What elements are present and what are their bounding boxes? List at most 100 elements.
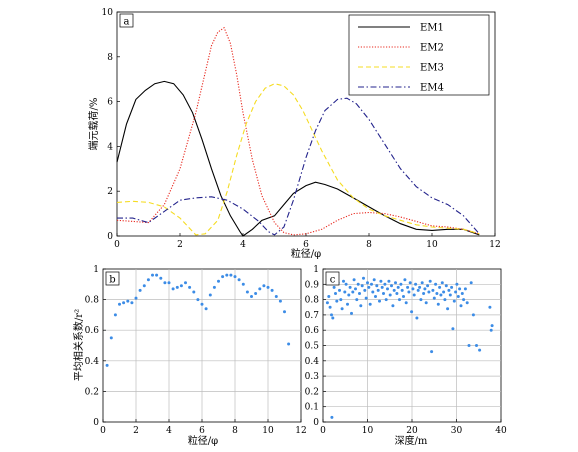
panel-c-point: [347, 293, 351, 297]
panel-c-point: [395, 292, 399, 295]
panel-c-point: [330, 415, 334, 419]
panel-b-point: [188, 285, 192, 289]
panel-b-xlabel: 粒径/φ: [188, 434, 218, 447]
panel-c-ticks: 0 10 20 30 40 0 0.1 0.2 0.3 0.4 0.5 0.6 0.7 0.8 0.9 1: [305, 265, 507, 436]
panel-b-point: [270, 288, 274, 292]
panel-c-point: [342, 279, 345, 283]
panel-a-xlabel: 粒径/φ: [291, 247, 321, 260]
panel-b-point: [237, 278, 241, 282]
panel-c-ytick-label: 0.6: [305, 326, 320, 336]
panel-a-xtick-label: 6: [303, 240, 309, 250]
panel-b-point: [184, 281, 187, 285]
panel-c-ytick-label: 0.1: [305, 403, 319, 413]
panel-c-ytick-label: 0.4: [305, 357, 320, 367]
panel-b-label: b: [109, 275, 115, 286]
panel-c-point: [344, 282, 348, 286]
panel-a-label: a: [124, 17, 130, 28]
panel-c-point: [400, 288, 404, 292]
panel-c-xtick-label: 10: [362, 426, 374, 436]
panel-c-point: [442, 290, 446, 294]
panel-b-xtick-label: 0: [100, 426, 106, 436]
panel-a-xtick-label: 0: [114, 240, 120, 250]
panel-c: 0 10 20 30 40 0 0.1 0.2 0.3 0.4 0.5 0.6 0.7 0.8 0.9 1 c…: [305, 265, 507, 447]
panel-a-xtick-label: 4: [240, 240, 246, 250]
panel-c-ytick-label: 0.8: [305, 296, 320, 306]
panel-b-point: [175, 285, 179, 289]
panel-b-point: [250, 295, 253, 298]
panel-b-point: [262, 284, 266, 288]
panel-c-point: [348, 285, 352, 289]
panel-c-point: [418, 285, 422, 289]
panel-a-ytick-label: 8: [107, 53, 113, 63]
panel-c-point: [335, 299, 339, 303]
panel-b-point: [105, 363, 109, 367]
panel-c-point: [325, 301, 329, 305]
panel-c-xlabel: 深度/m: [395, 434, 428, 447]
panel-c-point: [364, 296, 368, 300]
panel-a-ylabel: 端元载荷/%: [87, 98, 100, 151]
panel-a: 0 2 4 6 8 10 12 0 2 4 6 8 10 a EM1 EM2 EM3 EM4 粒径/φ 端元载…: [87, 8, 501, 260]
panel-b-ytick-label: 0: [93, 418, 99, 428]
panel-c-point: [439, 293, 443, 297]
legend-label-em3: EM3: [420, 63, 444, 74]
panel-b-point: [134, 296, 138, 300]
panel-c-point: [382, 292, 385, 295]
panel-c-point: [334, 292, 337, 295]
panel-b-point: [208, 293, 212, 297]
legend-label-em2: EM2: [420, 43, 444, 54]
panel-b-point: [122, 301, 126, 305]
panel-c-point: [490, 324, 494, 328]
panel-c-point: [351, 290, 355, 294]
panel-c-point: [458, 287, 462, 291]
panel-b-point: [287, 342, 291, 346]
panel-c-point: [488, 305, 492, 309]
panel-c-point: [392, 288, 396, 292]
panel-c-point: [399, 282, 403, 286]
panel-c-point: [340, 307, 344, 311]
panel-a-series: [116, 26, 480, 237]
panel-b-point: [118, 302, 121, 306]
panel-c-point: [380, 285, 384, 289]
panel-c-point: [435, 292, 439, 295]
panel-c-point: [404, 301, 408, 305]
panel-c-point: [452, 299, 456, 303]
panel-b-point: [233, 275, 237, 279]
panel-c-point: [327, 295, 331, 298]
series-em1-line: [116, 80, 480, 237]
panel-c-point: [489, 328, 493, 332]
panel-c-point: [451, 327, 455, 331]
panel-c-point: [416, 288, 420, 292]
panel-a-ytick-label: 4: [107, 142, 113, 152]
panel-b-point: [200, 302, 204, 306]
panel-c-point: [366, 281, 369, 285]
panel-c-point: [459, 304, 463, 308]
panel-b-point: [155, 273, 159, 277]
panel-c-point: [427, 290, 431, 294]
panel-c-point: [372, 278, 376, 282]
panel-c-point: [368, 302, 372, 306]
panel-c-point: [414, 282, 418, 286]
panel-b-xtick-label: 4: [166, 426, 172, 436]
panel-a-ytick-label: 6: [107, 98, 113, 108]
panel-c-ytick-label: 0.5: [305, 342, 320, 352]
panel-c-point: [406, 285, 410, 289]
panel-c-point: [428, 279, 432, 283]
panel-c-point: [419, 298, 423, 302]
panel-c-point: [443, 298, 447, 302]
panel-c-point: [398, 298, 401, 302]
panel-c-point: [370, 282, 373, 286]
panel-b-point: [278, 299, 282, 303]
panel-c-point: [375, 284, 379, 288]
panel-a-xtick-label: 10: [426, 240, 438, 250]
panel-b-point: [196, 298, 200, 302]
panel-c-point: [358, 292, 361, 295]
panel-c-point: [379, 279, 383, 283]
panel-c-point: [415, 316, 419, 320]
panel-c-point: [410, 310, 414, 314]
panel-c-point: [447, 288, 451, 292]
panel-b-grid: [103, 269, 301, 422]
panel-c-point: [462, 298, 466, 302]
panel-c-point: [432, 296, 436, 300]
panel-c-point: [465, 301, 469, 305]
panel-c-point: [338, 288, 341, 292]
